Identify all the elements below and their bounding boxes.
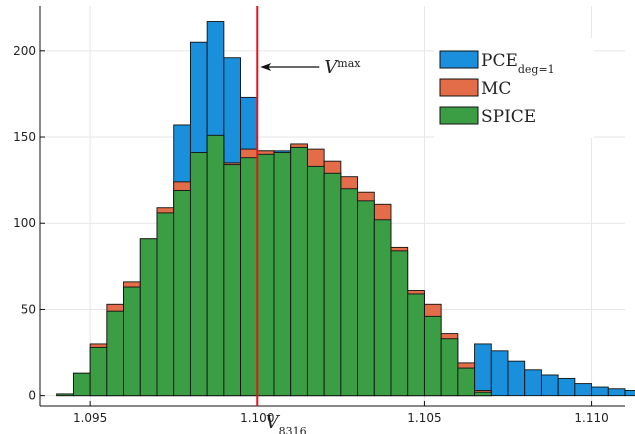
spice-bar [423,315,442,397]
pce-bar [507,360,526,397]
vmax-annotation: Vmax [260,57,361,79]
spice-bar [290,146,308,397]
legend-swatch-mc [439,78,479,97]
x-axis-label: V8316 [266,412,307,434]
spice-bar [139,238,158,397]
spice-bar [474,391,492,397]
spice-bar [240,157,258,397]
pce-bar [540,374,559,397]
spice-bar [357,200,375,397]
pce-bar [591,386,609,397]
y-tick-label: 0 [28,389,36,403]
spice-bar [306,165,325,397]
spice-bar [256,153,275,397]
legend: PCEdeg=1 MC SPICE [434,38,594,138]
legend-label-pce: PCEdeg=1 [481,51,555,76]
spice-bar [173,190,191,397]
pce-bar [574,383,593,397]
legend-label-spice: SPICE [481,107,536,127]
spice-bar [123,286,141,397]
x-axis-ticks: 1.095 1.100 1.105 1.110 [73,401,609,425]
spice-bar [56,393,74,397]
spice-bar [340,188,359,397]
spice-bar [72,372,91,397]
pce-bar [490,350,509,397]
spice-bar [156,212,175,397]
spice-bar [189,152,208,397]
pce-bar [624,390,635,397]
pce-bar [557,377,576,397]
y-axis-ticks: 0 50 100 150 200 [13,44,45,403]
legend-swatch-spice [439,106,479,125]
y-tick-label: 100 [13,216,36,230]
pce-bar [524,369,542,397]
vmax-label: Vmax [324,57,361,79]
spice-bar [457,367,476,397]
x-tick-label: 1.105 [407,411,441,425]
spice-bar [106,310,125,397]
spice-bar [206,134,225,397]
y-tick-label: 150 [13,130,36,144]
spice-bar [390,250,409,397]
spice-bar [373,219,392,397]
y-tick-label: 200 [13,44,36,58]
spice-series-bars [56,134,492,397]
spice-bar [407,293,425,397]
spice-bar [323,172,342,397]
legend-swatch-pce [439,50,479,69]
spice-bar [223,164,242,397]
x-tick-label: 1.095 [73,411,107,425]
y-tick-label: 50 [21,302,36,316]
x-tick-label: 1.100 [240,411,274,425]
annotation-arrowhead [260,63,272,71]
axes [39,6,625,407]
spice-bar [89,346,108,397]
pce-bar [474,343,492,397]
spice-bar [440,338,459,397]
legend-label-mc: MC [481,79,511,99]
pce-bar [607,388,626,397]
spice-bar [273,152,292,397]
x-tick-label: 1.110 [574,411,608,425]
